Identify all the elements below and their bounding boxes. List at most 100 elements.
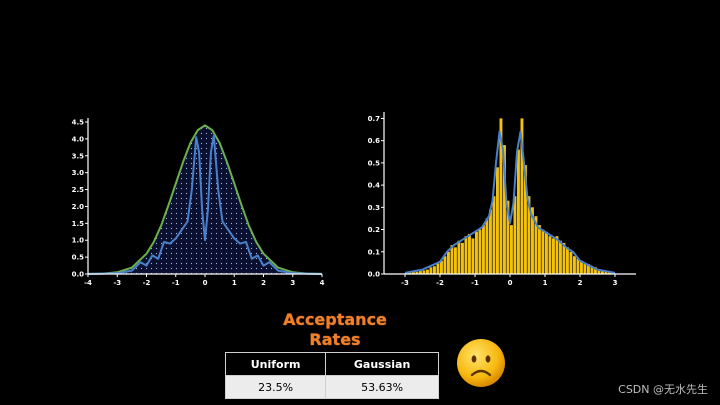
x-tick-label: 1 <box>232 279 237 287</box>
histogram-bar <box>573 256 576 274</box>
x-tick-label: -1 <box>471 279 479 287</box>
y-tick-label: 3.0 <box>72 169 85 177</box>
histogram-bar <box>415 271 419 274</box>
histogram-bar <box>510 225 513 274</box>
histogram-bar <box>576 258 580 274</box>
y-tick-label: 0.1 <box>368 248 381 256</box>
y-tick-label: 0.2 <box>368 226 381 234</box>
histogram-bar <box>583 262 587 274</box>
histogram-bar <box>587 264 590 274</box>
acceptance-title-line2: Rates <box>309 330 361 349</box>
y-tick-label: 2.5 <box>72 186 85 194</box>
x-tick-label: 3 <box>290 279 295 287</box>
gaussian-header: Gaussian <box>325 352 439 376</box>
histogram-bar <box>496 167 499 274</box>
y-tick-label: 1.0 <box>72 237 85 245</box>
histogram-bar <box>461 242 464 274</box>
x-tick-label: -1 <box>172 279 180 287</box>
table-row: 23.5% 53.63% <box>224 375 439 399</box>
histogram-bar <box>597 269 601 274</box>
histogram-bar <box>520 118 524 275</box>
x-tick-label: 0 <box>508 279 513 287</box>
x-tick-label: -2 <box>436 279 444 287</box>
histogram-bar <box>478 229 482 274</box>
histogram-bar <box>485 218 489 274</box>
y-tick-label: 0.6 <box>368 137 381 145</box>
x-tick-label: -2 <box>143 279 151 287</box>
y-tick-label: 0.0 <box>368 271 381 279</box>
histogram-bar <box>433 266 436 274</box>
histogram-bar <box>503 145 506 274</box>
histogram-bar <box>489 209 492 274</box>
histogram-bar <box>471 238 475 274</box>
histogram-bar <box>601 270 604 274</box>
y-tick-label: 0.7 <box>368 115 381 123</box>
y-tick-label: 0.4 <box>368 182 381 190</box>
histogram-bar <box>517 149 520 274</box>
histogram-bar <box>475 231 478 274</box>
histogram-bar <box>436 262 440 274</box>
histogram-bar <box>538 225 541 274</box>
histogram-bar <box>545 231 548 274</box>
histogram-bar <box>562 242 566 274</box>
histogram-bar <box>506 200 510 274</box>
y-tick-label: 1.5 <box>72 220 85 228</box>
histogram-bar <box>580 260 583 274</box>
histogram-bar <box>531 207 534 274</box>
histogram-bar <box>468 234 471 274</box>
histogram-bar <box>412 272 415 274</box>
histogram-bar <box>492 196 496 274</box>
histogram-bar <box>608 272 611 274</box>
sample-histogram-chart: -3 -2 -1 0 1 2 3 0.0 0.1 0.2 0.3 0.4 0.5 0.6 0.7 <box>368 112 636 287</box>
x-tick-label: 2 <box>261 279 266 287</box>
watermark-text: CSDN @无水先生 <box>618 383 708 396</box>
histogram-bar <box>555 236 559 274</box>
histogram-bar <box>499 118 503 275</box>
y-tick-label: 2.0 <box>72 203 85 211</box>
histogram-bar <box>594 267 597 274</box>
y-tick-label: 0.5 <box>368 159 381 167</box>
table-header-row: Uniform Gaussian <box>224 352 439 376</box>
series-line-1 <box>87 134 323 275</box>
histogram-bar <box>604 271 608 274</box>
histogram-bar <box>426 269 429 274</box>
histogram-bar <box>590 266 594 274</box>
y-tick-label: 0.3 <box>368 204 381 212</box>
histogram-bar <box>482 225 485 274</box>
histogram-bar <box>440 260 443 274</box>
histogram-bar <box>534 216 538 274</box>
histogram-bar <box>527 196 531 274</box>
series-line-0 <box>87 124 323 275</box>
histogram-bar <box>524 165 527 274</box>
histogram-bar <box>569 251 573 274</box>
x-tick-label: -4 <box>84 279 92 287</box>
histogram-bar <box>559 240 562 274</box>
acceptance-rates-table: Uniform Gaussian 23.5% 53.63% <box>224 352 439 399</box>
histogram-bar <box>408 272 412 274</box>
gaussian-density-chart: -4 -3 -2 -1 0 1 2 3 4 0.0 0.5 1.0 1.5 2.0 2.5 3.0 3.5 4.0… <box>72 118 325 287</box>
frowning-face-icon <box>457 339 505 387</box>
histogram-bar <box>464 236 468 274</box>
histogram-bar <box>566 247 569 274</box>
histogram-bar <box>548 236 552 274</box>
uniform-header: Uniform <box>224 352 327 376</box>
x-tick-label: 2 <box>578 279 583 287</box>
histogram-bar <box>513 196 517 274</box>
histogram-bar <box>447 251 450 274</box>
x-tick-label: 0 <box>203 279 208 287</box>
acceptance-rates-title: Acceptance Rates <box>250 310 420 350</box>
y-tick-label: 0.5 <box>72 254 85 262</box>
histogram-bar <box>454 247 457 274</box>
histogram-bar <box>443 256 447 274</box>
x-tick-label: 1 <box>543 279 548 287</box>
x-tick-label: 4 <box>320 279 325 287</box>
histogram-bar <box>552 238 555 274</box>
y-tick-label: 4.0 <box>72 135 85 143</box>
histogram-bar <box>450 245 454 274</box>
x-tick-label: -3 <box>113 279 121 287</box>
uniform-rate: 23.5% <box>224 375 327 399</box>
x-tick-label: 3 <box>613 279 618 287</box>
histogram-bar <box>457 240 461 274</box>
histogram-bar <box>422 270 426 274</box>
histogram-bar <box>419 271 422 274</box>
